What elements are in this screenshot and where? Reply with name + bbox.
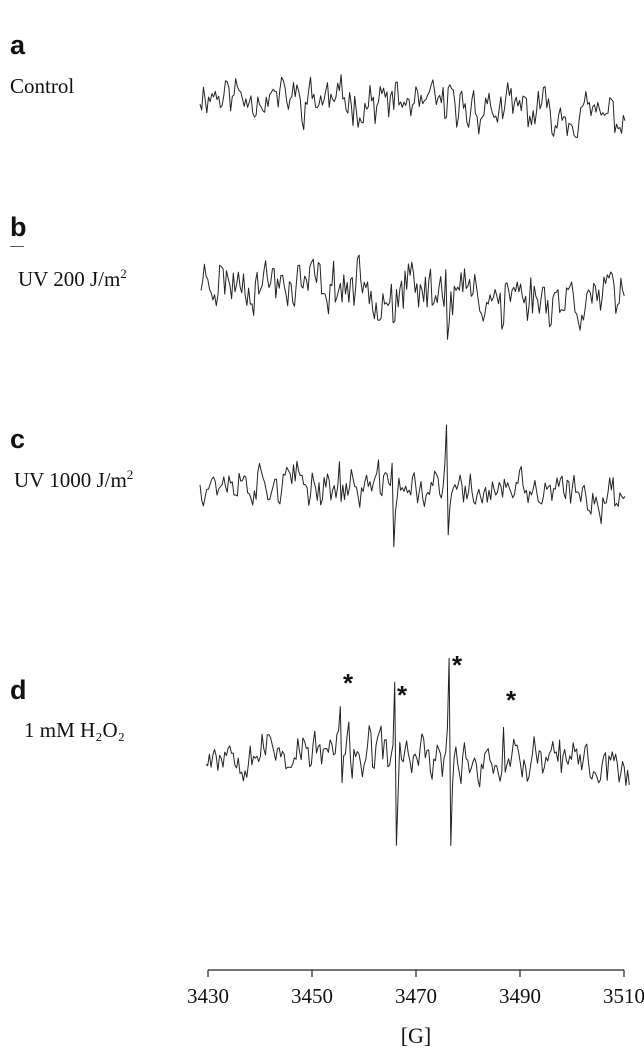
spectrum-trace-c bbox=[199, 424, 626, 548]
panel-c-letter: c bbox=[10, 424, 26, 454]
panel-a-condition: Control bbox=[10, 74, 75, 98]
peak-asterisk: * bbox=[343, 668, 354, 698]
x-tick-label-3470: 3470 bbox=[395, 984, 437, 1008]
panel-b-condition: UV 200 J/m2 bbox=[18, 266, 127, 291]
x-tick-label-3490: 3490 bbox=[499, 984, 541, 1008]
panel-a-letter: a bbox=[10, 30, 26, 60]
spectrum-trace-a bbox=[199, 74, 626, 138]
peak-asterisk: * bbox=[506, 685, 517, 715]
peak-asterisk: * bbox=[452, 650, 463, 680]
spectrum-trace-b bbox=[200, 254, 625, 340]
x-axis-label: [G] bbox=[401, 1023, 432, 1048]
peak-asterisk: * bbox=[397, 680, 408, 710]
x-tick-label-3430: 3430 bbox=[187, 984, 229, 1008]
panel-c-condition: UV 1000 J/m2 bbox=[14, 467, 134, 492]
panel-d-letter: d bbox=[10, 675, 27, 705]
panel-b-letter: b bbox=[10, 212, 27, 242]
panel-b-dash bbox=[10, 246, 24, 247]
x-tick-label-3510: 3510 bbox=[603, 984, 644, 1008]
spectrum-trace-d bbox=[205, 657, 630, 847]
panel-d-condition: 1 mM H₂O₂ bbox=[24, 718, 125, 742]
x-tick-label-3450: 3450 bbox=[291, 984, 333, 1008]
